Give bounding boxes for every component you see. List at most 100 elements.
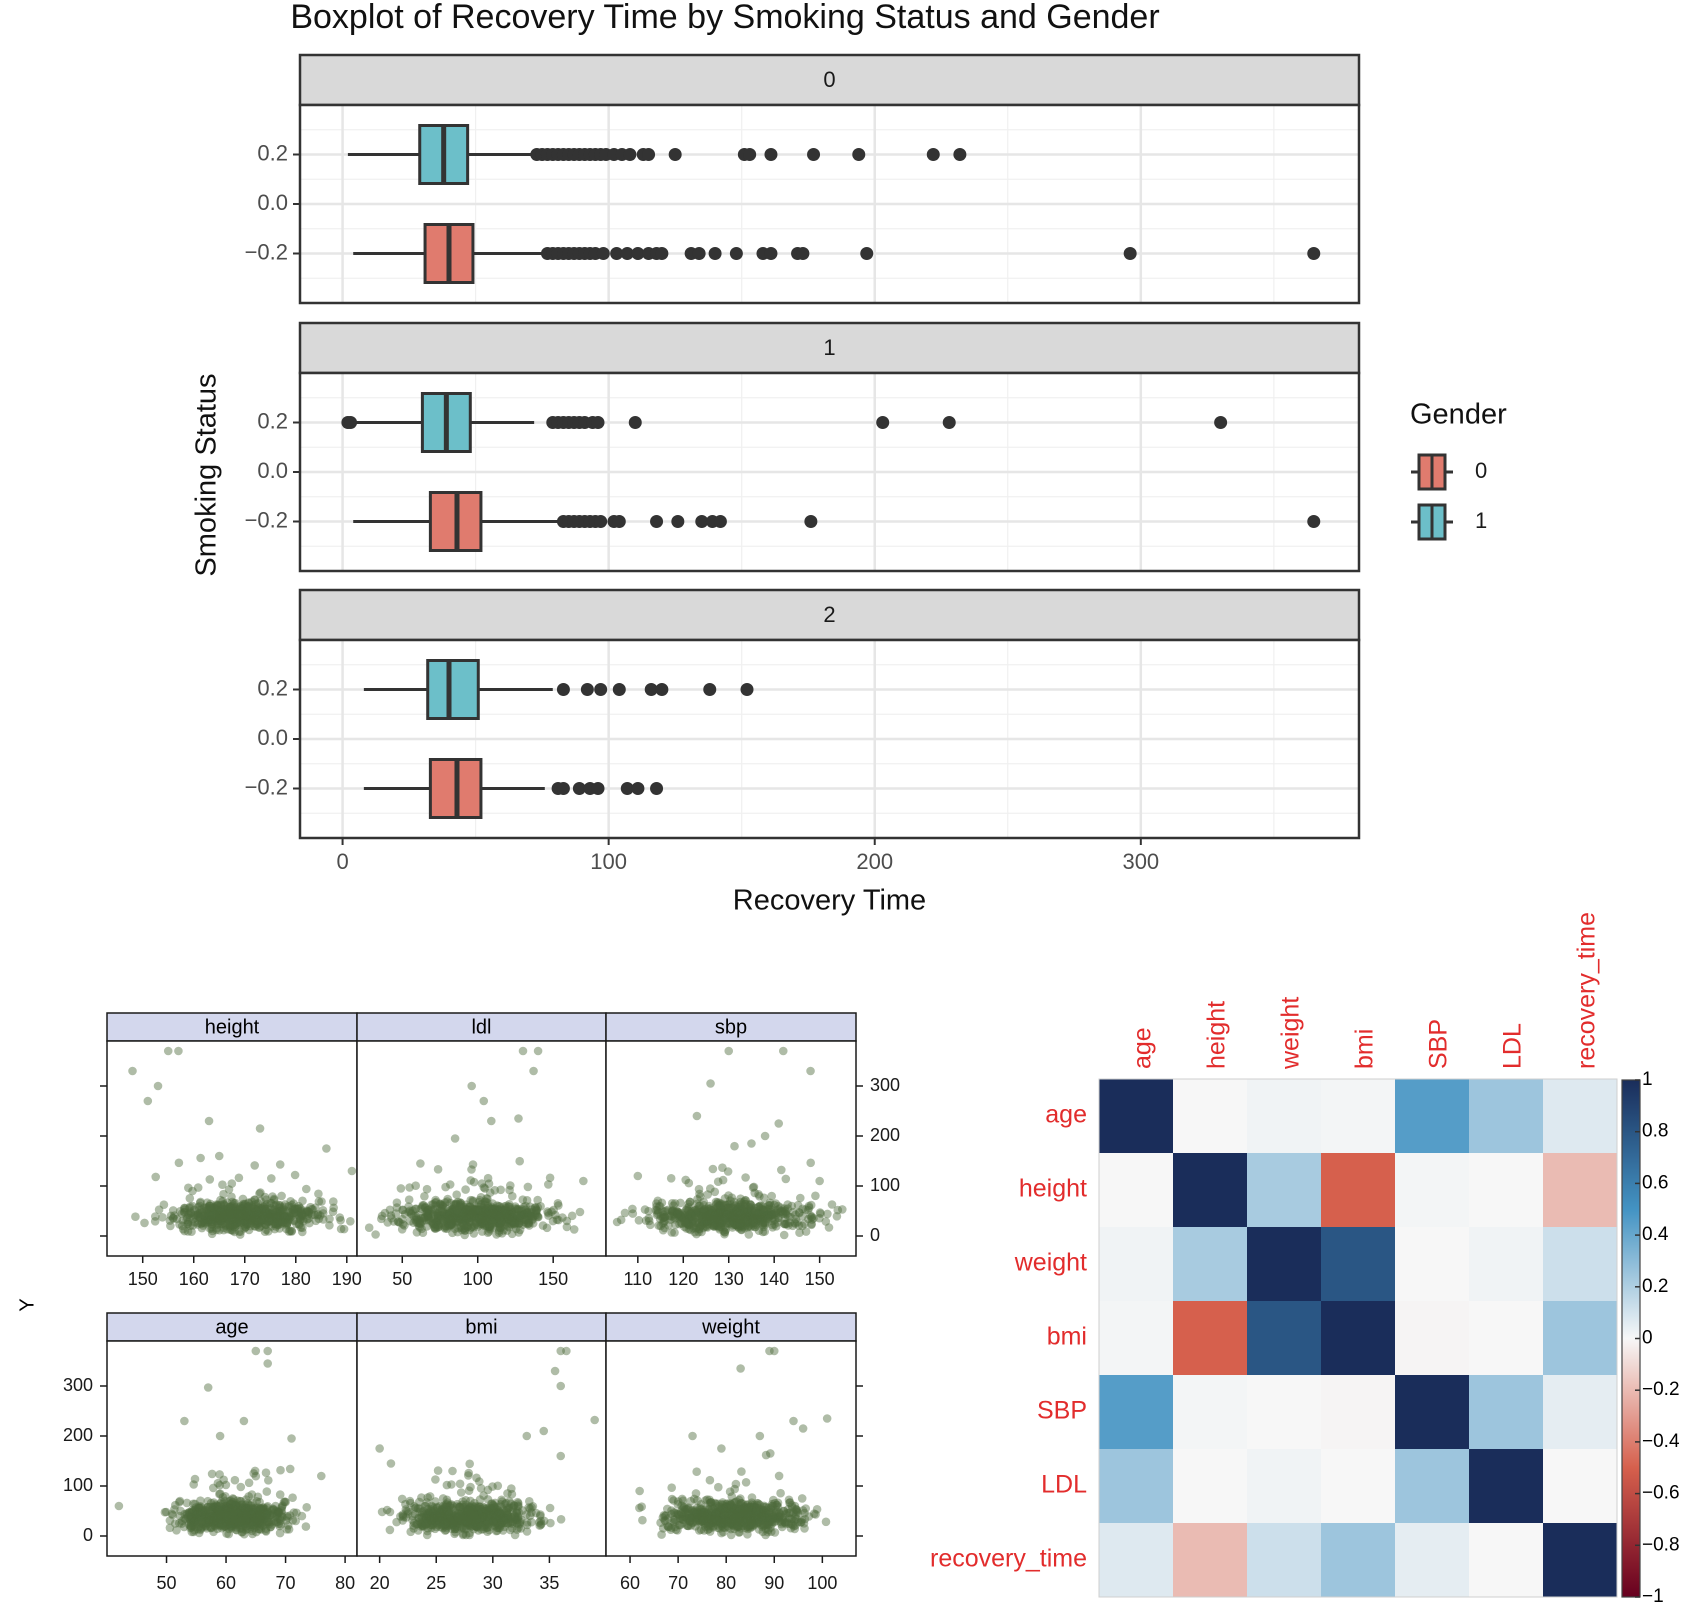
scatter-point	[131, 1212, 140, 1221]
scatter-point	[462, 1213, 472, 1222]
scatter-point	[514, 1218, 523, 1228]
scatter-point	[316, 1471, 326, 1481]
scatter-point	[260, 1213, 269, 1223]
scatter-point	[510, 1221, 519, 1230]
scatter-point	[229, 1216, 238, 1226]
scatter-point	[282, 1220, 291, 1230]
scatter-point	[297, 1210, 307, 1219]
scatter-point	[528, 1219, 538, 1228]
scatter-point	[729, 1197, 739, 1207]
scatter-point	[522, 1196, 532, 1205]
scatter-point	[211, 1203, 220, 1213]
scatter-point	[195, 1213, 205, 1222]
scatter-point	[463, 1202, 473, 1212]
scatter-point	[188, 1201, 197, 1211]
scatter-point	[178, 1224, 188, 1234]
scatter-point	[747, 1139, 756, 1148]
scatter-point	[655, 1201, 665, 1211]
scatter-point	[298, 1215, 308, 1224]
outlier-point	[740, 683, 754, 696]
scatter-point	[226, 1521, 235, 1530]
scatter-point	[487, 1217, 496, 1227]
scatter-point	[377, 1507, 387, 1517]
scatter-point	[451, 1216, 460, 1226]
scatter-point	[286, 1208, 296, 1217]
scatter-point	[226, 1221, 235, 1230]
scatter-point	[166, 1211, 176, 1221]
scatter-point	[507, 1484, 516, 1493]
heatmap-cell	[1395, 1449, 1469, 1523]
scatter-point	[465, 1206, 474, 1215]
outlier-point	[655, 247, 669, 260]
scatter-point	[453, 1499, 462, 1509]
scatter-point	[248, 1208, 257, 1218]
scatter-point	[255, 1223, 264, 1232]
scatter-x-tick-label: 160	[179, 1269, 209, 1289]
scatter-point	[727, 1502, 737, 1512]
scatter-point	[575, 1207, 585, 1217]
scatter-point	[233, 1206, 242, 1216]
colorbar-tick-label: −0.6	[1642, 1483, 1680, 1504]
scatter-point	[464, 1468, 474, 1478]
scatter-point	[531, 1203, 540, 1212]
scatter-point	[328, 1207, 338, 1216]
scatter-point	[284, 1202, 294, 1211]
scatter-point	[217, 1210, 227, 1220]
scatter-point	[246, 1221, 255, 1231]
scatter-point	[290, 1216, 299, 1226]
scatter-point	[233, 1215, 242, 1225]
scatter-point	[293, 1204, 302, 1214]
scatter-point	[437, 1211, 447, 1220]
scatter-point	[216, 1216, 225, 1226]
scatter-point	[790, 1218, 799, 1227]
scatter-point	[203, 1383, 213, 1392]
scatter-point	[230, 1204, 239, 1213]
outlier-point	[926, 148, 940, 161]
scatter-point	[212, 1217, 222, 1226]
scatter-point	[485, 1219, 494, 1228]
scatter-point	[225, 1207, 235, 1217]
scatter-point	[238, 1209, 247, 1219]
scatter-point	[213, 1212, 223, 1222]
scatter-point	[397, 1225, 407, 1234]
scatter-point	[227, 1210, 237, 1219]
scatter-point	[270, 1201, 279, 1210]
scatter-point	[262, 1199, 272, 1209]
scatter-point	[255, 1215, 265, 1224]
x-tick-label: 0	[336, 849, 348, 874]
scatter-point	[455, 1214, 465, 1224]
scatter-point	[221, 1204, 230, 1213]
scatter-point	[259, 1202, 268, 1211]
scatter-point	[791, 1504, 801, 1514]
scatter-point	[295, 1203, 305, 1213]
scatter-point	[485, 1221, 495, 1231]
scatter-point	[509, 1215, 519, 1224]
scatter-point	[681, 1175, 690, 1185]
scatter-point	[552, 1215, 562, 1224]
scatter-point	[304, 1209, 314, 1218]
scatter-point	[774, 1471, 784, 1481]
scatter-point	[475, 1205, 485, 1215]
scatter-point	[471, 1211, 481, 1221]
scatter-point	[422, 1222, 432, 1231]
scatter-point	[269, 1205, 279, 1214]
scatter-point	[440, 1224, 450, 1233]
scatter-y-axis-title: Y	[16, 1298, 38, 1311]
scatter-point	[533, 1046, 543, 1056]
scatter-point	[206, 1203, 215, 1213]
scatter-point	[741, 1173, 750, 1182]
heatmap-cell	[1395, 1523, 1469, 1597]
scatter-point	[280, 1215, 289, 1224]
scatter-point	[483, 1485, 493, 1495]
scatter-point	[336, 1224, 346, 1234]
scatter-point	[524, 1209, 534, 1218]
scatter-point	[806, 1158, 815, 1168]
scatter-point	[213, 1200, 223, 1210]
scatter-point	[196, 1197, 205, 1207]
scatter-point	[487, 1511, 497, 1520]
scatter-point	[511, 1202, 520, 1211]
scatter-x-tick-label: 100	[807, 1573, 837, 1593]
scatter-point	[692, 1111, 702, 1121]
scatter-point	[495, 1211, 505, 1220]
scatter-point	[274, 1209, 283, 1218]
